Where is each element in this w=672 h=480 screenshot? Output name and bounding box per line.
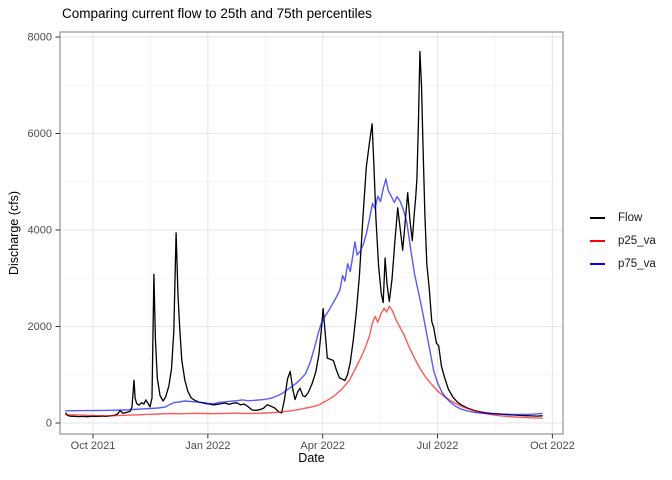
- y-tick-label: 6000: [28, 128, 52, 140]
- chart-title: Comparing current flow to 25th and 75th …: [62, 6, 372, 21]
- y-tick-label: 8000: [28, 32, 52, 44]
- legend-row-flow: Flow: [590, 206, 656, 229]
- p25-line: [65, 305, 543, 419]
- legend-label-flow: Flow: [618, 211, 643, 224]
- legend: Flow p25_va p75_va: [590, 206, 656, 275]
- legend-row-p25: p25_va: [590, 229, 656, 252]
- legend-label-p75: p75_va: [618, 257, 656, 270]
- flow-line: [65, 50, 543, 418]
- y-tick-label: 2000: [28, 321, 52, 333]
- x-tick-label: Oct 2022: [530, 440, 575, 452]
- panel-border: [59, 31, 564, 435]
- panel-background: [60, 32, 563, 434]
- legend-key-p75-line: [590, 262, 605, 265]
- y-tick-label: 4000: [28, 225, 52, 237]
- x-tick-label: Apr 2022: [300, 440, 345, 452]
- legend-key-p25-line: [590, 239, 605, 242]
- legend-key-flow-line: [590, 216, 605, 219]
- y-tick-label: 0: [46, 418, 52, 430]
- grid-minor: [60, 32, 563, 434]
- legend-label-p25: p25_va: [618, 234, 656, 247]
- legend-row-p75: p75_va: [590, 252, 656, 275]
- x-tick-label: Oct 2021: [71, 440, 116, 452]
- y-axis-title: Discharge (cfs): [7, 190, 21, 276]
- x-tick-label: Jan 2022: [185, 440, 230, 452]
- axis-ticks: [55, 36, 553, 439]
- x-tick-label: Jul 2022: [417, 440, 459, 452]
- p75-line: [65, 178, 543, 416]
- grid-major: [60, 32, 563, 434]
- x-axis-title: Date: [298, 451, 325, 465]
